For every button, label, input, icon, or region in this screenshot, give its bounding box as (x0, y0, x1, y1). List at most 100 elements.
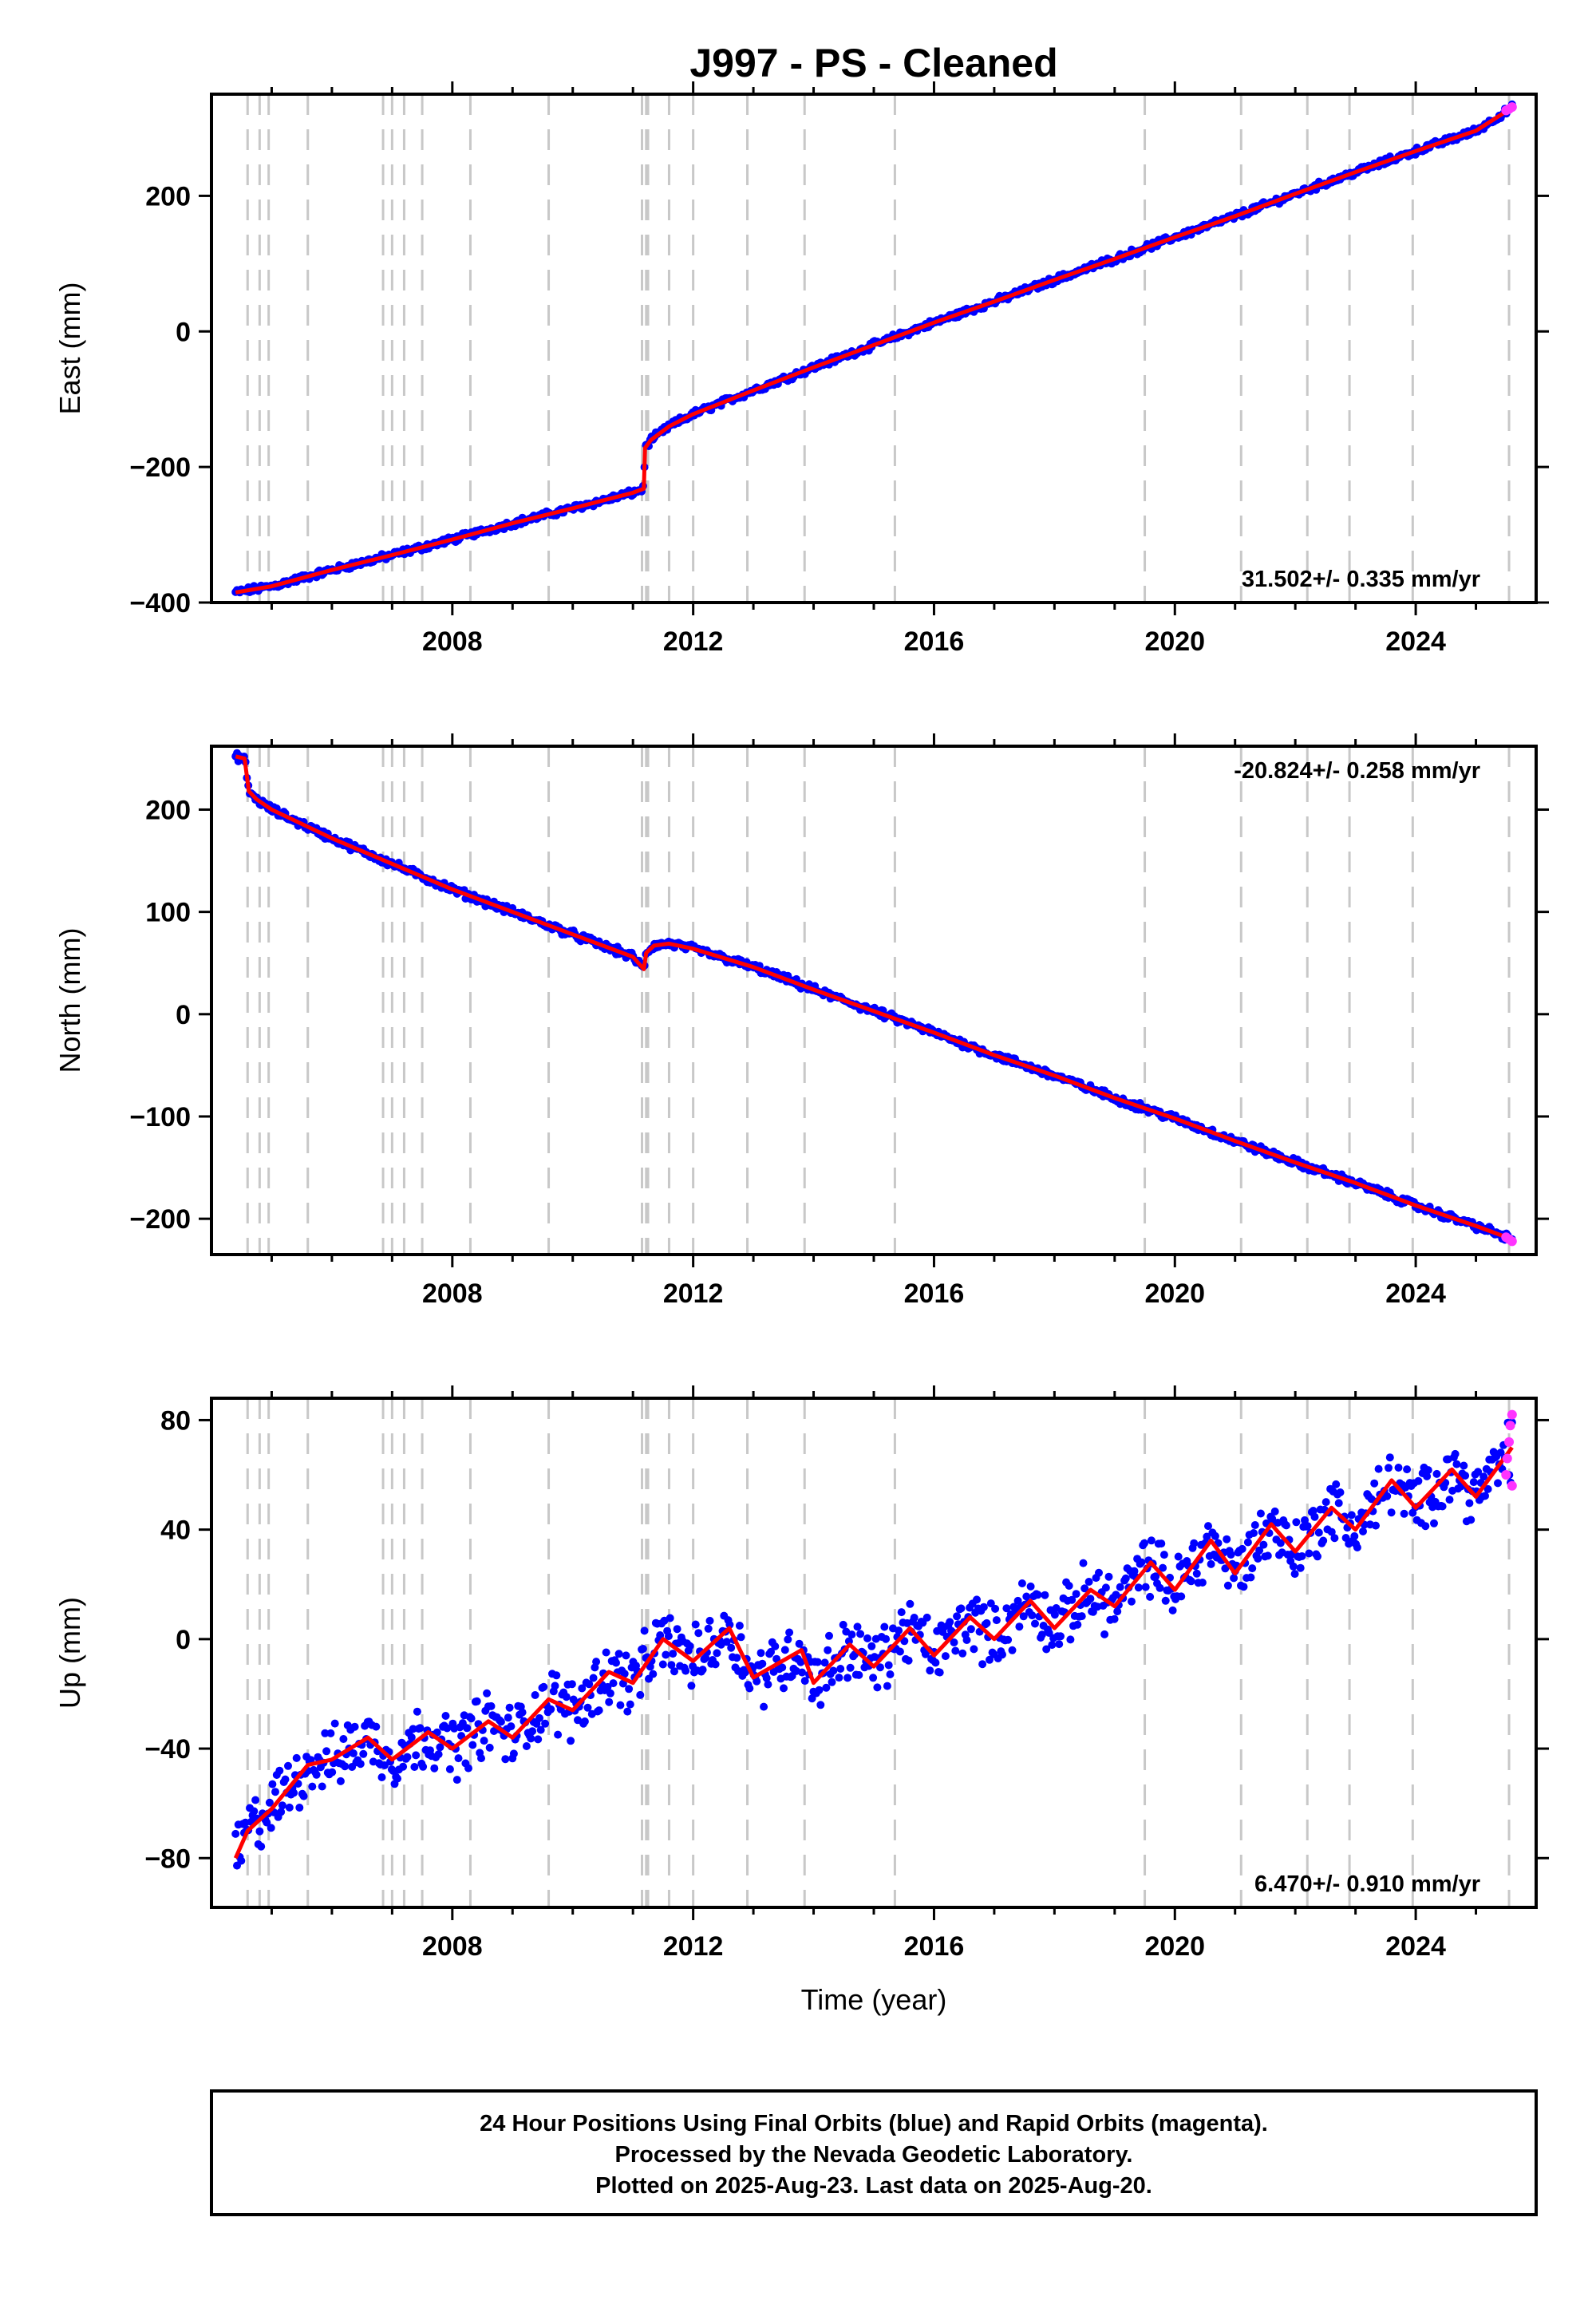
data-point (1394, 1464, 1403, 1472)
x-tick-label: 2024 (1385, 1279, 1446, 1309)
data-point (796, 1658, 805, 1666)
data-point (433, 1728, 441, 1737)
data-point (669, 1650, 678, 1658)
data-point (1424, 1466, 1432, 1475)
data-point (1140, 1539, 1148, 1547)
data-point (602, 1648, 610, 1657)
data-point (767, 1647, 775, 1656)
data-point (527, 1734, 535, 1743)
rapid-point (1507, 1236, 1517, 1247)
data-point (277, 1808, 286, 1816)
data-point (992, 1616, 1001, 1625)
data-point (539, 1682, 548, 1691)
data-point (638, 1645, 647, 1653)
model-fit-line (235, 105, 1514, 595)
y-tick-label: −200 (129, 453, 191, 483)
data-point (1250, 1529, 1258, 1537)
data-point (685, 1642, 694, 1650)
data-point (1019, 1612, 1028, 1621)
data-point (815, 1686, 824, 1694)
data-point (1168, 1606, 1177, 1614)
data-point (1045, 1629, 1053, 1637)
data-point (725, 1620, 734, 1629)
data-point (412, 1751, 421, 1760)
data-point (762, 1674, 771, 1682)
rapid-points (1501, 1409, 1517, 1491)
data-point (278, 1801, 286, 1810)
data-point (1445, 1496, 1454, 1504)
data-point (1276, 1539, 1285, 1547)
rate-label: 6.470+/- 0.910 mm/yr (1254, 1871, 1480, 1897)
data-point (592, 1658, 601, 1666)
y-tick-label: −200 (129, 1204, 191, 1235)
data-point (780, 1684, 788, 1693)
data-point (251, 1796, 260, 1804)
data-point (863, 1634, 871, 1642)
data-point (873, 1683, 882, 1692)
data-point (1031, 1619, 1039, 1628)
data-point (445, 1765, 454, 1773)
data-point (771, 1642, 780, 1650)
data-point (614, 1650, 623, 1658)
data-point (536, 1725, 545, 1734)
data-point (1350, 1531, 1359, 1540)
data-point (1336, 1488, 1345, 1496)
data-point (884, 1661, 893, 1670)
data-point (820, 1658, 829, 1667)
y-tick-label: −40 (144, 1734, 191, 1765)
data-point (882, 1634, 891, 1643)
data-point (554, 1730, 563, 1739)
x-tick-label: 2016 (904, 1279, 965, 1309)
data-point (950, 1638, 958, 1646)
data-point (1095, 1568, 1103, 1577)
data-point (978, 1660, 987, 1669)
data-point (958, 1649, 967, 1658)
data-point (957, 1604, 966, 1613)
data-point (941, 1652, 950, 1661)
data-point (1113, 1607, 1122, 1616)
data-point (1481, 1492, 1489, 1500)
data-point (299, 1792, 308, 1800)
data-point (681, 1666, 690, 1675)
event-lines (246, 94, 1511, 603)
x-tick-label: 2020 (1144, 1931, 1205, 1962)
data-points (231, 100, 1516, 597)
data-point (904, 1656, 913, 1665)
data-point (1309, 1507, 1317, 1515)
rate-label: -20.824+/- 0.258 mm/yr (1234, 758, 1480, 784)
data-point (1414, 1476, 1423, 1485)
data-point (1086, 1595, 1095, 1603)
data-point (441, 1712, 450, 1720)
data-point (658, 1660, 667, 1669)
data-point (562, 1693, 571, 1701)
data-point (1451, 1449, 1460, 1458)
data-point (1128, 1597, 1136, 1606)
data-point (496, 1717, 505, 1726)
data-point (687, 1682, 696, 1690)
data-point (580, 1717, 589, 1725)
x-tick-label: 2008 (422, 1931, 483, 1962)
data-points (231, 1418, 1516, 1870)
y-tick-label: 100 (145, 898, 191, 928)
data-point (623, 1707, 632, 1716)
data-point (413, 1707, 421, 1716)
panel-east: 2008 2012 2016 2020 2024 200 0 −200 −400 East (m… (53, 81, 1549, 657)
data-point (292, 1753, 301, 1762)
data-point (547, 1705, 555, 1713)
data-point (443, 1724, 452, 1733)
data-point (1248, 1564, 1257, 1573)
data-point (733, 1654, 741, 1662)
data-point (737, 1633, 745, 1642)
data-point (910, 1614, 918, 1622)
data-point (735, 1622, 744, 1630)
data-point (1079, 1559, 1088, 1567)
data-point (477, 1754, 485, 1763)
data-point (843, 1674, 852, 1682)
data-point (926, 1666, 934, 1675)
data-point (257, 1842, 266, 1851)
x-tick-label: 2008 (422, 1279, 483, 1309)
data-point (1254, 1555, 1262, 1563)
data-point (711, 1660, 720, 1669)
data-point (534, 1735, 543, 1744)
data-point (501, 1755, 510, 1764)
